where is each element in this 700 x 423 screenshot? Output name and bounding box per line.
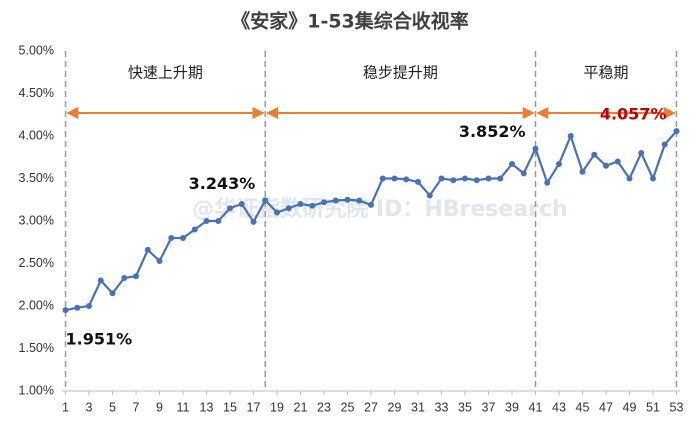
point — [238, 201, 245, 207]
point — [661, 141, 668, 148]
point — [168, 235, 175, 241]
point — [250, 218, 257, 225]
point — [450, 177, 457, 184]
x-tick-label: 3 — [86, 400, 93, 414]
point — [544, 179, 551, 186]
point — [274, 209, 281, 216]
x-tick-label: 25 — [341, 400, 355, 414]
point — [485, 175, 492, 182]
point — [391, 175, 398, 182]
y-tick-label: 3.50% — [19, 171, 54, 185]
x-tick-label: 29 — [388, 400, 402, 414]
y-tick-label: 5.00% — [19, 43, 54, 57]
point — [414, 178, 421, 185]
x-tick-label: 19 — [270, 400, 284, 414]
x-tick-label: 9 — [156, 400, 163, 414]
point — [638, 150, 645, 156]
point — [97, 277, 104, 284]
point — [591, 151, 598, 158]
point — [508, 161, 515, 168]
point — [285, 205, 292, 212]
point — [426, 192, 433, 199]
point — [649, 175, 656, 182]
phase-label: 稳步提升期 — [363, 64, 438, 82]
point — [215, 218, 222, 224]
point — [403, 176, 410, 183]
annotation: 4.057% — [600, 105, 667, 124]
point — [344, 196, 351, 203]
point — [379, 175, 386, 182]
x-tick-label: 51 — [646, 400, 660, 414]
point — [438, 175, 445, 182]
y-tick-label: 2.50% — [19, 256, 54, 270]
y-tick-label: 4.50% — [19, 86, 54, 100]
y-tick-label: 1.00% — [19, 383, 54, 397]
x-tick-label: 41 — [529, 400, 543, 414]
x-tick-label: 37 — [482, 400, 496, 414]
point — [497, 175, 504, 182]
point — [203, 218, 210, 224]
y-tick-label: 1.50% — [19, 341, 54, 355]
x-tick-label: 1 — [62, 400, 69, 414]
point — [156, 257, 163, 264]
point — [532, 145, 539, 152]
annotation: 3.243% — [189, 174, 256, 193]
x-tick-label: 39 — [505, 400, 519, 414]
point — [144, 246, 151, 253]
point — [473, 177, 480, 184]
point — [309, 202, 316, 209]
x-tick-label: 21 — [294, 400, 308, 414]
point — [461, 175, 468, 182]
point — [121, 274, 128, 281]
x-tick-label: 13 — [200, 400, 214, 414]
x-tick-label: 15 — [223, 400, 237, 414]
point — [262, 197, 269, 204]
x-tick-label: 45 — [576, 400, 590, 414]
x-tick-label: 53 — [670, 400, 684, 414]
x-tick-label: 31 — [411, 400, 425, 414]
x-tick-label: 17 — [247, 400, 261, 414]
point — [133, 273, 140, 280]
x-tick-label: 7 — [133, 400, 140, 414]
point — [602, 162, 609, 169]
y-tick-label: 4.00% — [19, 128, 54, 142]
point — [520, 170, 527, 177]
y-tick-label: 2.00% — [19, 298, 54, 312]
annotation: 3.852% — [459, 122, 526, 141]
x-tick-label: 27 — [364, 400, 378, 414]
x-tick-label: 11 — [177, 400, 190, 414]
point — [579, 168, 586, 175]
phase-label: 快速上升期 — [128, 64, 203, 82]
point — [368, 201, 374, 208]
x-tick-label: 23 — [317, 400, 331, 414]
point — [62, 307, 69, 314]
x-tick-label: 43 — [552, 400, 566, 414]
point — [86, 303, 93, 309]
point — [626, 175, 633, 182]
point — [109, 290, 116, 297]
point — [614, 158, 621, 165]
point — [332, 197, 339, 204]
point — [555, 161, 562, 168]
point — [567, 133, 574, 139]
chart-title: 《安家》1-53集综合收视率 — [231, 10, 469, 33]
annotation: 1.951% — [66, 330, 133, 349]
x-tick-label: 35 — [458, 400, 472, 414]
x-tick-label: 47 — [599, 400, 613, 414]
point — [321, 199, 328, 206]
x-tick-label: 33 — [435, 400, 449, 414]
point — [74, 304, 81, 311]
x-tick-label: 5 — [109, 400, 116, 414]
point — [191, 226, 198, 233]
point — [356, 197, 363, 204]
y-tick-label: 3.00% — [19, 213, 54, 227]
watermark: @华证指数研究院 ID：HBresearch — [192, 196, 567, 222]
point — [180, 235, 187, 241]
phase-label: 平稳期 — [583, 64, 628, 82]
x-tick-label: 49 — [623, 400, 637, 414]
point — [297, 201, 304, 207]
point — [673, 128, 680, 135]
point — [227, 205, 234, 212]
